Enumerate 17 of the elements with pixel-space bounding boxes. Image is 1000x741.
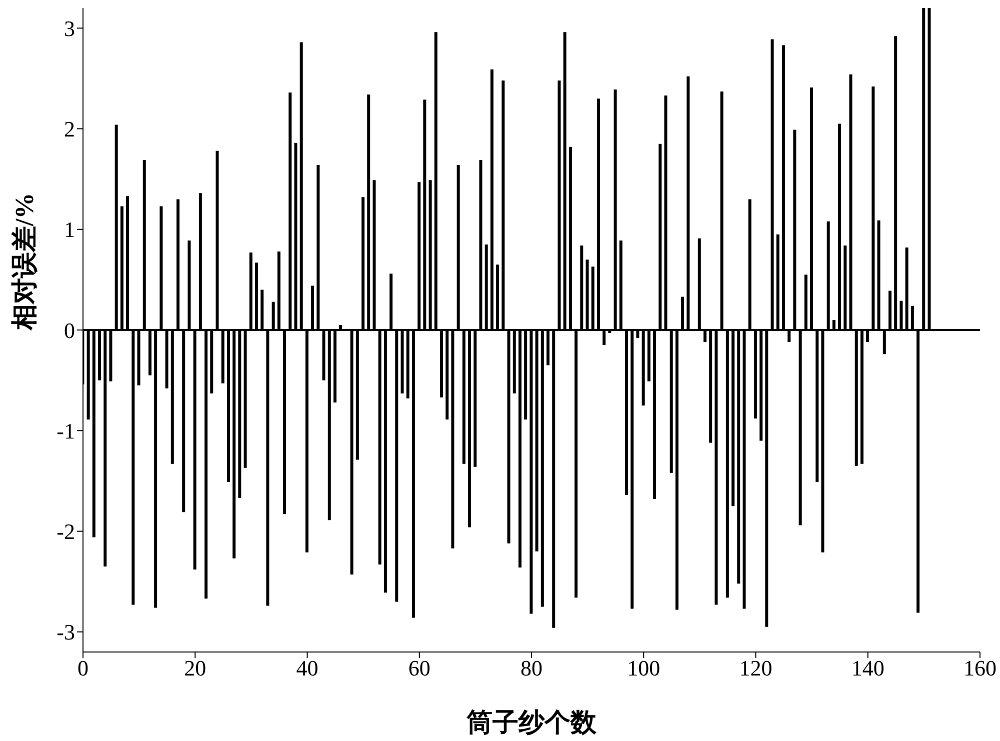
x-tick-label: 100 — [627, 656, 660, 681]
y-tick-label: -3 — [56, 620, 75, 645]
y-tick-label: -1 — [56, 418, 75, 444]
x-tick-label: 20 — [184, 656, 206, 681]
x-tick-label: 160 — [964, 656, 996, 681]
x-tick-label: 60 — [408, 656, 430, 681]
x-axis-title: 筒子纱个数 — [466, 708, 598, 737]
y-tick-label: -2 — [56, 519, 75, 544]
x-tick-label: 140 — [851, 656, 884, 681]
x-tick-label: 40 — [296, 656, 318, 681]
y-tick-label: 0 — [64, 318, 75, 343]
y-tick-label: 1 — [64, 217, 75, 242]
y-axis-title: 相对误差/% — [10, 192, 40, 331]
x-tick-label: 80 — [520, 656, 542, 681]
y-tick-label: 2 — [64, 116, 75, 142]
y-tick-label: 3 — [64, 16, 75, 41]
x-tick-label: 120 — [739, 656, 772, 681]
